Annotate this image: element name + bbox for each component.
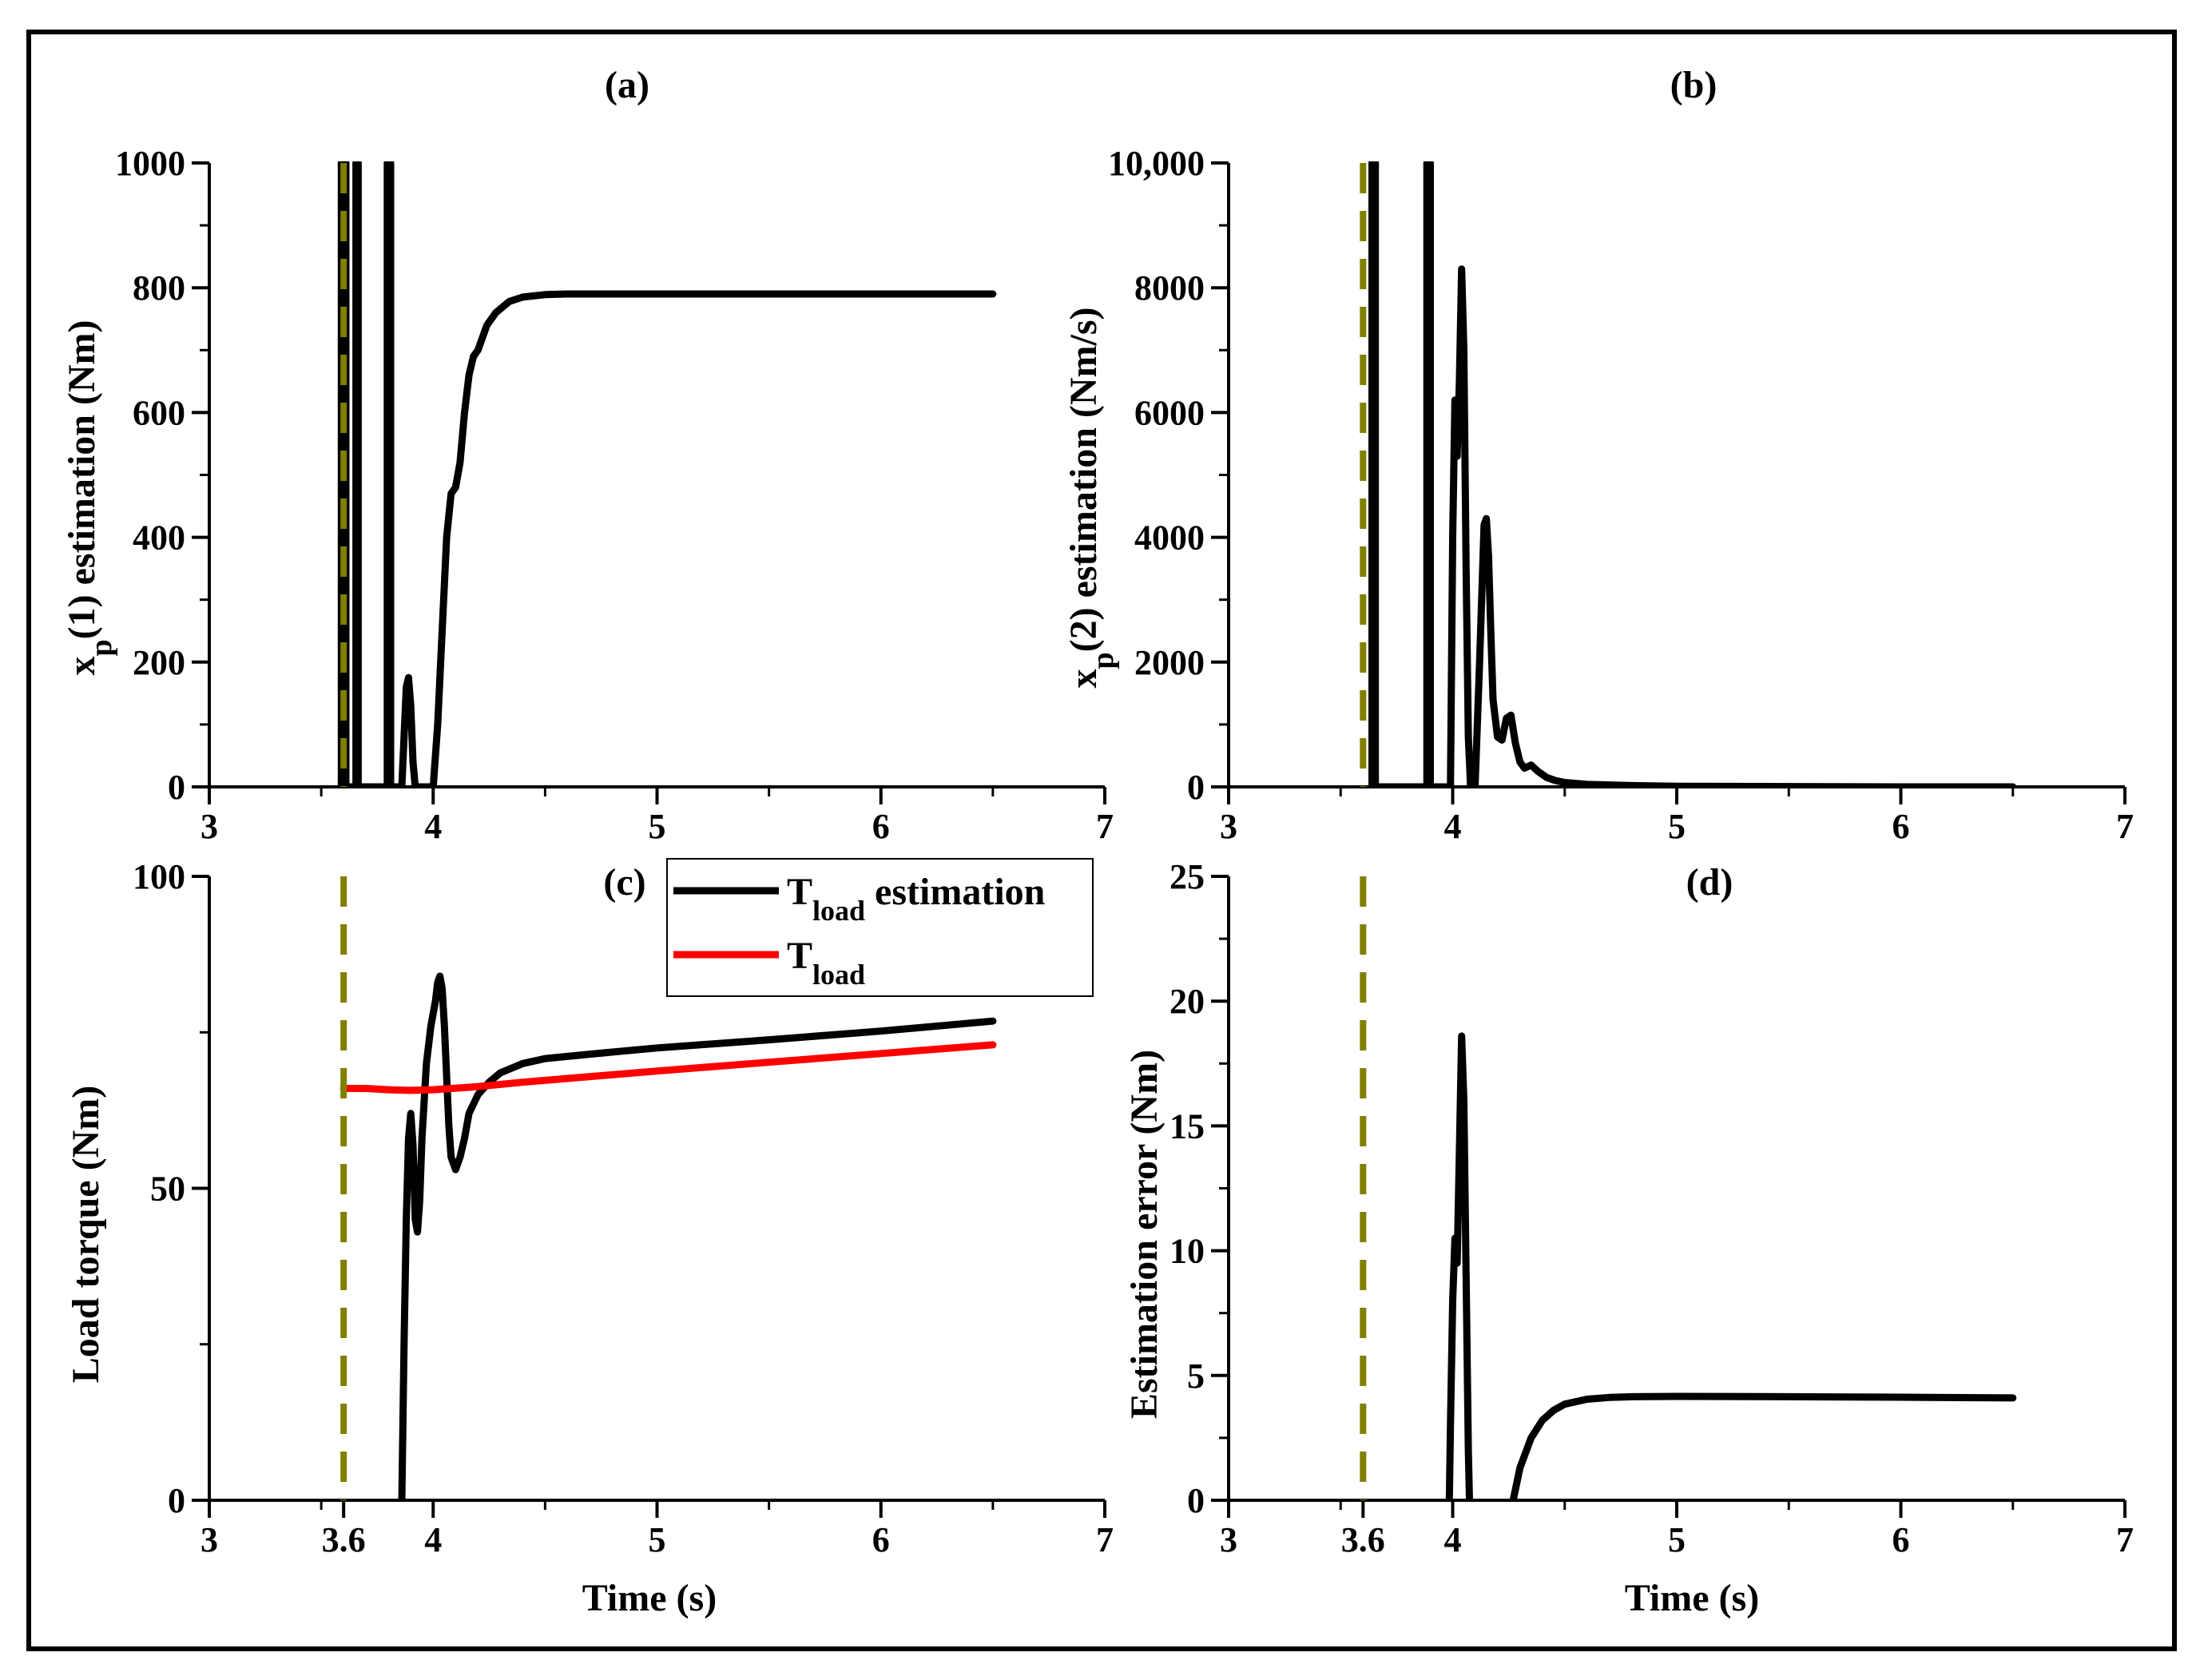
panel-d-label: (d) <box>1686 861 1733 904</box>
panel-c-plot: 3 3.6 4 5 6 7 0 50 100 <box>133 857 1114 1559</box>
panel-d-y-tick-label: 10 <box>1169 1232 1205 1271</box>
panel-a-x-tick-label: 6 <box>872 807 890 846</box>
panel-b: (b) xp(2) estimation (Nm/s) 3 4 5 6 7 0 2000 40… <box>1062 64 2134 846</box>
panel-a-series-0 <box>337 161 997 787</box>
panel-a: (a) xp(1) estimation (Nm) 3 4 5 6 7 0 200 400 60… <box>61 64 1114 846</box>
panel-a-x-tick-label: 5 <box>649 807 666 846</box>
panel-a-y-tick-label: 200 <box>133 643 185 682</box>
panel-b-x-tick-label: 4 <box>1444 807 1462 846</box>
panel-a-label: (a) <box>605 64 649 106</box>
panel-d-x-tick-label: 4 <box>1444 1520 1462 1559</box>
panel-d-x-tick-label: 7 <box>2116 1520 2134 1559</box>
panel-b-x-tick-label: 7 <box>2116 807 2134 846</box>
panel-b-ylabel: xp(2) estimation (Nm/s) <box>1062 307 1120 688</box>
panel-a-plot: 3 4 5 6 7 0 200 400 600 800 1000 <box>115 144 1114 846</box>
panel-a-y-tick-label: 1000 <box>115 144 185 183</box>
panel-d-y-tick-label: 25 <box>1169 857 1205 896</box>
panel-d-series-0 <box>1445 1032 1473 1500</box>
panel-d: (d) Estimation error (Nm) Time (s) 3 3.6 4… <box>1123 857 2134 1619</box>
panel-a-ylabel: xp(1) estimation (Nm) <box>61 320 118 675</box>
panel-d-ylabel: Estimation error (Nm) <box>1123 1050 1166 1419</box>
panel-c-series-0 <box>398 972 997 1500</box>
panel-c-x-tick-label: 7 <box>1096 1520 1114 1559</box>
panel-d-y-tick-label: 15 <box>1169 1106 1205 1146</box>
panel-a-x-tick-label: 3 <box>201 807 218 846</box>
panel-a-y-tick-label: 600 <box>133 393 185 432</box>
panel-c-y-tick-label: 100 <box>133 857 185 896</box>
panel-c-y-tick-label: 0 <box>168 1481 185 1520</box>
panel-c-xlabel: Time (s) <box>582 1577 717 1619</box>
panel-d-x-tick-label: 3 <box>1220 1520 1237 1559</box>
panel-c-series-1 <box>340 1041 997 1094</box>
panel-b-label: (b) <box>1670 64 1718 106</box>
panel-a-x-tick-label: 4 <box>424 807 442 846</box>
panel-b-x-tick-label: 3 <box>1220 807 1237 846</box>
legend-label-actual: Tload <box>787 935 865 991</box>
panel-b-y-tick-label: 0 <box>1187 768 1205 807</box>
panel-c-ylabel: Load torque (Nm) <box>65 1086 107 1383</box>
legend-box <box>666 858 1094 997</box>
panel-d-xlabel: Time (s) <box>1625 1577 1759 1619</box>
panel-d-x-tick-label: 3.6 <box>1341 1520 1385 1559</box>
panel-c-x-tick-label: 5 <box>649 1520 666 1559</box>
panel-c-x-tick-label: 6 <box>872 1520 890 1559</box>
panel-c-x-tick-label: 3 <box>201 1520 218 1559</box>
panel-c-x-tick-label: 4 <box>424 1520 442 1559</box>
panel-b-y-tick-label: 4000 <box>1134 518 1205 558</box>
panel-d-y-tick-label: 20 <box>1169 982 1205 1021</box>
panel-a-y-tick-label: 0 <box>168 768 185 807</box>
panel-b-x-tick-label: 5 <box>1668 807 1686 846</box>
panel-a-x-tick-label: 7 <box>1096 807 1114 846</box>
panel-b-y-tick-label: 6000 <box>1134 393 1205 432</box>
panel-d-x-tick-label: 6 <box>1892 1520 1910 1559</box>
panel-b-y-tick-label: 2000 <box>1134 643 1205 682</box>
panel-a-y-tick-label: 400 <box>133 518 185 558</box>
panel-c-y-tick-label: 50 <box>150 1170 185 1209</box>
panel-d-plot: 3 3.6 4 5 6 7 0 5 10 15 20 25 <box>1169 857 2134 1559</box>
panel-d-y-tick-label: 0 <box>1187 1481 1205 1520</box>
panel-a-y-tick-label: 800 <box>133 268 185 308</box>
panel-b-x-tick-label: 6 <box>1892 807 1910 846</box>
panel-b-y-tick-label: 10,000 <box>1108 144 1205 183</box>
panel-b-y-tick-label: 8000 <box>1134 268 1205 308</box>
panel-d-y-tick-label: 5 <box>1187 1356 1205 1396</box>
legend: Tload estimation Tload <box>666 858 1094 997</box>
panel-c: (c) Load torque (Nm) Time (s) 3 3.6 4 5 6 7 0 5… <box>65 857 1114 1619</box>
panel-b-series-0 <box>1368 161 2017 787</box>
panel-b-plot: 3 4 5 6 7 0 2000 4000 6000 8000 10,000 <box>1108 144 2134 846</box>
legend-label-estimation: Tload estimation <box>787 871 1045 927</box>
panel-c-label: (c) <box>603 861 645 904</box>
panel-c-x-tick-label: 3.6 <box>322 1520 366 1559</box>
panel-d-x-tick-label: 5 <box>1668 1520 1686 1559</box>
panel-d-series-1 <box>1509 1392 2017 1500</box>
